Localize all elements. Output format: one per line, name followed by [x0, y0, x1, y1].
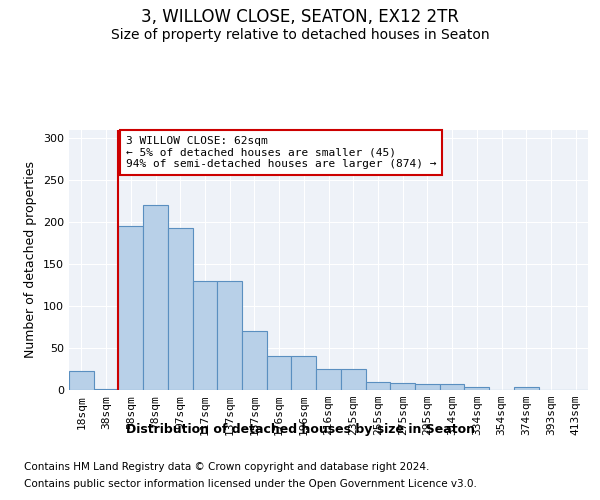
- Text: Contains public sector information licensed under the Open Government Licence v3: Contains public sector information licen…: [24, 479, 477, 489]
- Text: 3 WILLOW CLOSE: 62sqm
← 5% of detached houses are smaller (45)
94% of semi-detac: 3 WILLOW CLOSE: 62sqm ← 5% of detached h…: [126, 136, 436, 169]
- Bar: [267, 356, 292, 390]
- Bar: [94, 389, 118, 390]
- Bar: [143, 206, 168, 390]
- Bar: [365, 382, 390, 390]
- Bar: [168, 228, 193, 390]
- Bar: [415, 384, 440, 390]
- Text: Distribution of detached houses by size in Seaton: Distribution of detached houses by size …: [125, 422, 475, 436]
- Bar: [242, 332, 267, 390]
- Text: 3, WILLOW CLOSE, SEATON, EX12 2TR: 3, WILLOW CLOSE, SEATON, EX12 2TR: [141, 8, 459, 26]
- Bar: [341, 369, 365, 390]
- Text: Size of property relative to detached houses in Seaton: Size of property relative to detached ho…: [110, 28, 490, 42]
- Bar: [464, 386, 489, 390]
- Bar: [292, 356, 316, 390]
- Bar: [193, 281, 217, 390]
- Y-axis label: Number of detached properties: Number of detached properties: [25, 162, 37, 358]
- Text: Contains HM Land Registry data © Crown copyright and database right 2024.: Contains HM Land Registry data © Crown c…: [24, 462, 430, 472]
- Bar: [316, 369, 341, 390]
- Bar: [440, 384, 464, 390]
- Bar: [217, 281, 242, 390]
- Bar: [514, 386, 539, 390]
- Bar: [390, 384, 415, 390]
- Bar: [69, 370, 94, 390]
- Bar: [118, 226, 143, 390]
